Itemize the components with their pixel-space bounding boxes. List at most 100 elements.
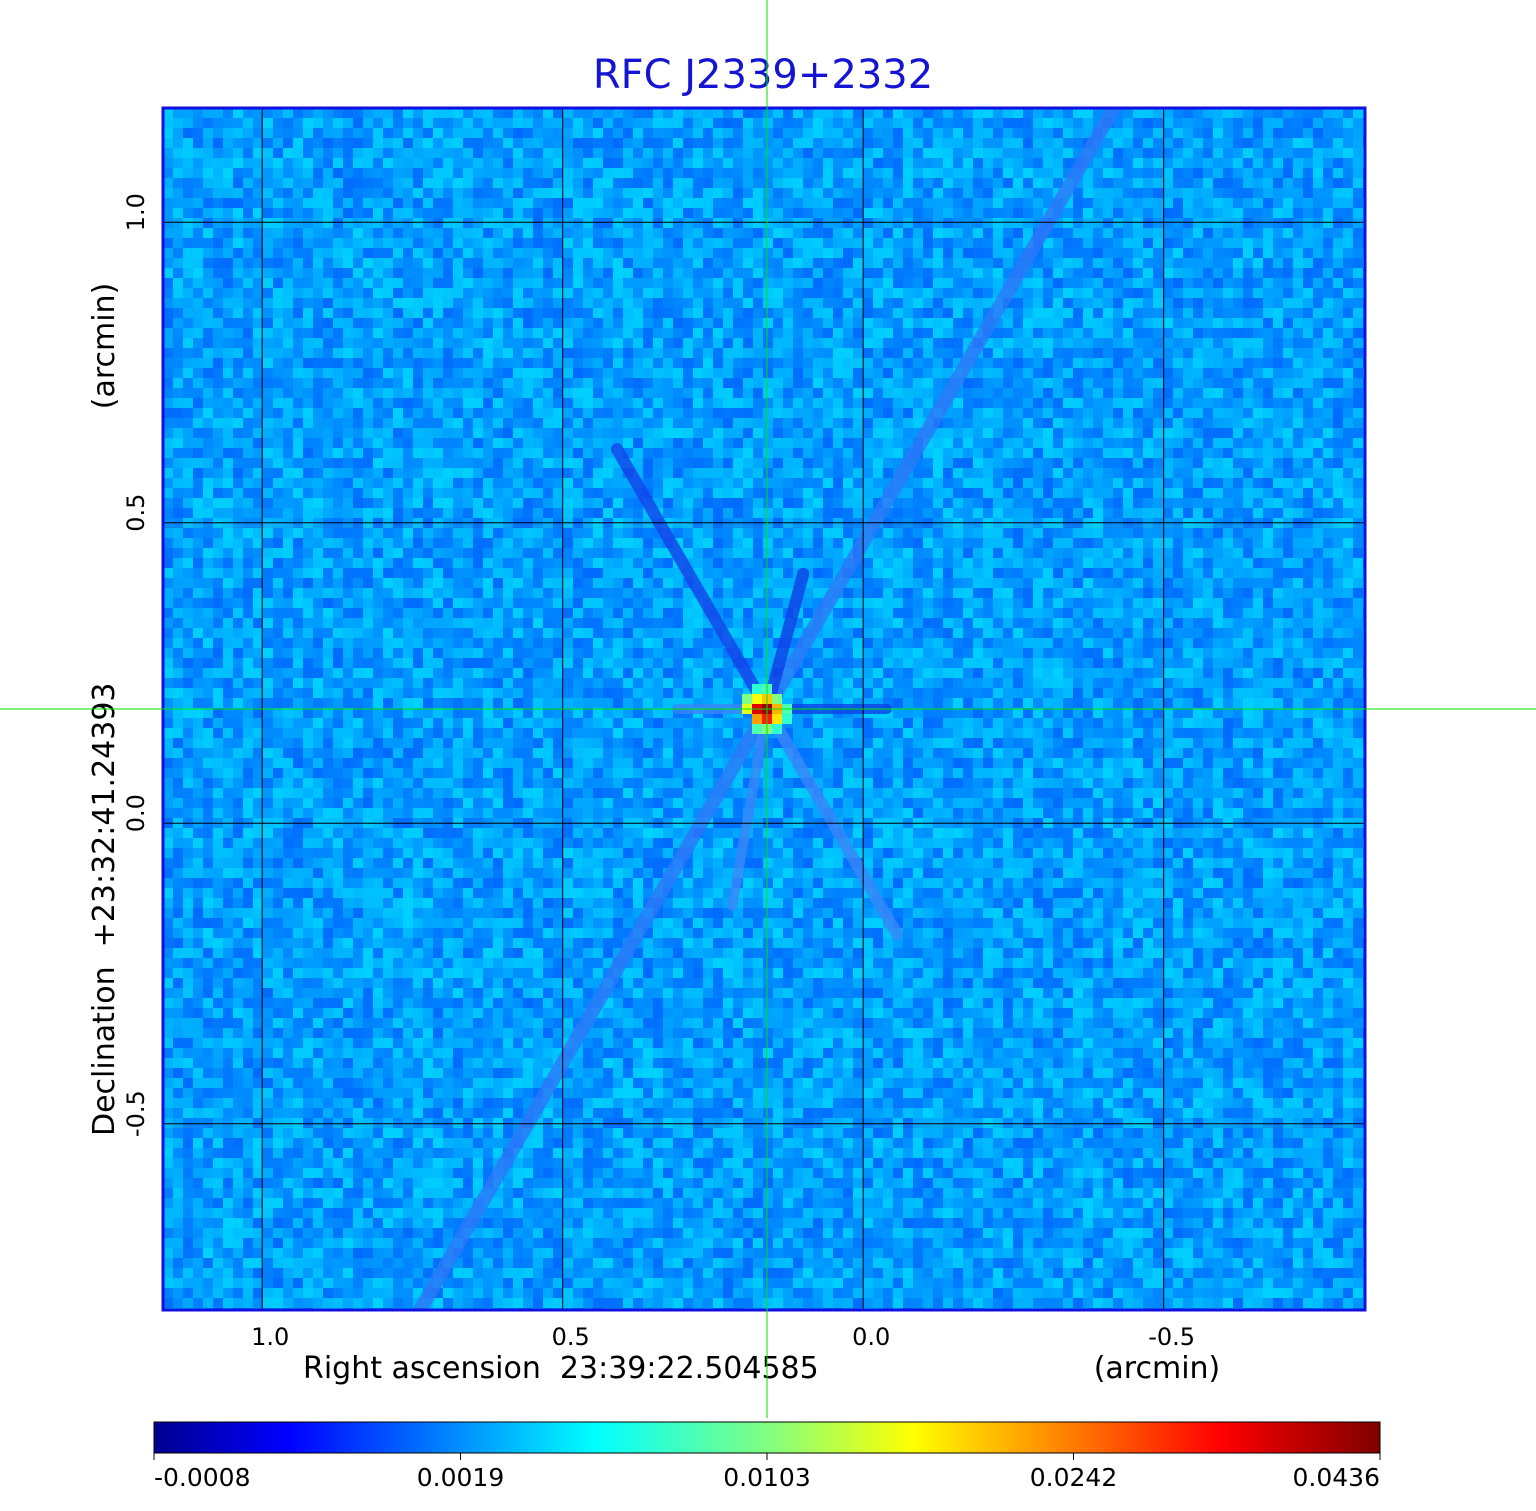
map-pixel (813, 248, 823, 258)
map-pixel (413, 458, 423, 468)
map-pixel (623, 348, 633, 358)
map-pixel (523, 178, 533, 188)
map-pixel (173, 168, 183, 178)
map-pixel (263, 198, 273, 208)
map-pixel (1273, 288, 1283, 298)
map-pixel (783, 488, 793, 498)
map-pixel (823, 288, 833, 298)
map-pixel (1223, 488, 1233, 498)
map-pixel (1103, 168, 1113, 178)
map-pixel (253, 368, 263, 378)
map-pixel (753, 418, 763, 428)
map-pixel (1323, 188, 1333, 198)
map-pixel (893, 338, 903, 348)
map-pixel (973, 468, 983, 478)
map-pixel (163, 178, 173, 188)
map-pixel (993, 408, 1003, 418)
map-pixel (323, 288, 333, 298)
map-pixel (973, 458, 983, 468)
map-pixel (1243, 118, 1253, 128)
map-pixel (833, 388, 843, 398)
map-pixel (753, 298, 763, 308)
map-pixel (1173, 498, 1183, 508)
map-pixel (613, 338, 623, 348)
map-pixel (733, 458, 743, 468)
map-pixel (663, 288, 673, 298)
map-pixel (313, 468, 323, 478)
map-pixel (1123, 308, 1133, 318)
map-pixel (1133, 498, 1143, 508)
map-pixel (953, 478, 963, 488)
map-pixel (183, 238, 193, 248)
map-pixel (753, 238, 763, 248)
map-pixel (1073, 258, 1083, 268)
map-pixel (573, 278, 583, 288)
map-pixel (953, 278, 963, 288)
map-pixel (653, 278, 663, 288)
map-pixel (413, 288, 423, 298)
map-pixel (1173, 338, 1183, 348)
map-pixel (473, 298, 483, 308)
map-pixel (1263, 378, 1273, 388)
map-pixel (1133, 248, 1143, 258)
map-pixel (263, 208, 273, 218)
map-pixel (1333, 358, 1343, 368)
map-pixel (1163, 468, 1173, 478)
map-pixel (923, 508, 933, 518)
map-pixel (423, 128, 433, 138)
map-pixel (193, 328, 203, 338)
map-pixel (983, 118, 993, 128)
map-pixel (323, 458, 333, 468)
map-pixel (533, 278, 543, 288)
map-pixel (533, 108, 543, 118)
map-pixel (853, 158, 863, 168)
map-pixel (743, 288, 753, 298)
map-pixel (843, 198, 853, 208)
map-pixel (533, 158, 543, 168)
map-pixel (743, 428, 753, 438)
map-pixel (913, 488, 923, 498)
map-pixel (893, 148, 903, 158)
map-pixel (593, 348, 603, 358)
map-pixel (1183, 208, 1193, 218)
map-pixel (1273, 308, 1283, 318)
map-pixel (1213, 198, 1223, 208)
map-pixel (423, 348, 433, 358)
map-pixel (1063, 318, 1073, 328)
map-pixel (363, 498, 373, 508)
map-pixel (253, 278, 263, 288)
map-pixel (363, 388, 373, 398)
map-pixel (373, 368, 383, 378)
map-pixel (653, 448, 663, 458)
map-pixel (273, 208, 283, 218)
map-pixel (693, 148, 703, 158)
map-pixel (1293, 118, 1303, 128)
map-pixel (283, 128, 293, 138)
map-pixel (723, 208, 733, 218)
map-pixel (1263, 198, 1273, 208)
map-pixel (913, 408, 923, 418)
map-pixel (413, 388, 423, 398)
map-pixel (823, 188, 833, 198)
map-pixel (1133, 398, 1143, 408)
map-pixel (373, 238, 383, 248)
map-pixel (363, 378, 373, 388)
map-pixel (593, 198, 603, 208)
map-pixel (783, 198, 793, 208)
map-pixel (873, 118, 883, 128)
map-pixel (573, 218, 583, 228)
map-pixel (163, 238, 173, 248)
map-pixel (773, 168, 783, 178)
map-pixel (1043, 508, 1053, 518)
map-pixel (853, 238, 863, 248)
map-pixel (703, 278, 713, 288)
map-pixel (183, 188, 193, 198)
map-pixel (243, 488, 253, 498)
map-pixel (1273, 428, 1283, 438)
map-pixel (1123, 408, 1133, 418)
map-pixel (943, 198, 953, 208)
map-pixel (213, 298, 223, 308)
map-pixel (743, 358, 753, 368)
map-pixel (413, 118, 423, 128)
map-pixel (653, 248, 663, 258)
